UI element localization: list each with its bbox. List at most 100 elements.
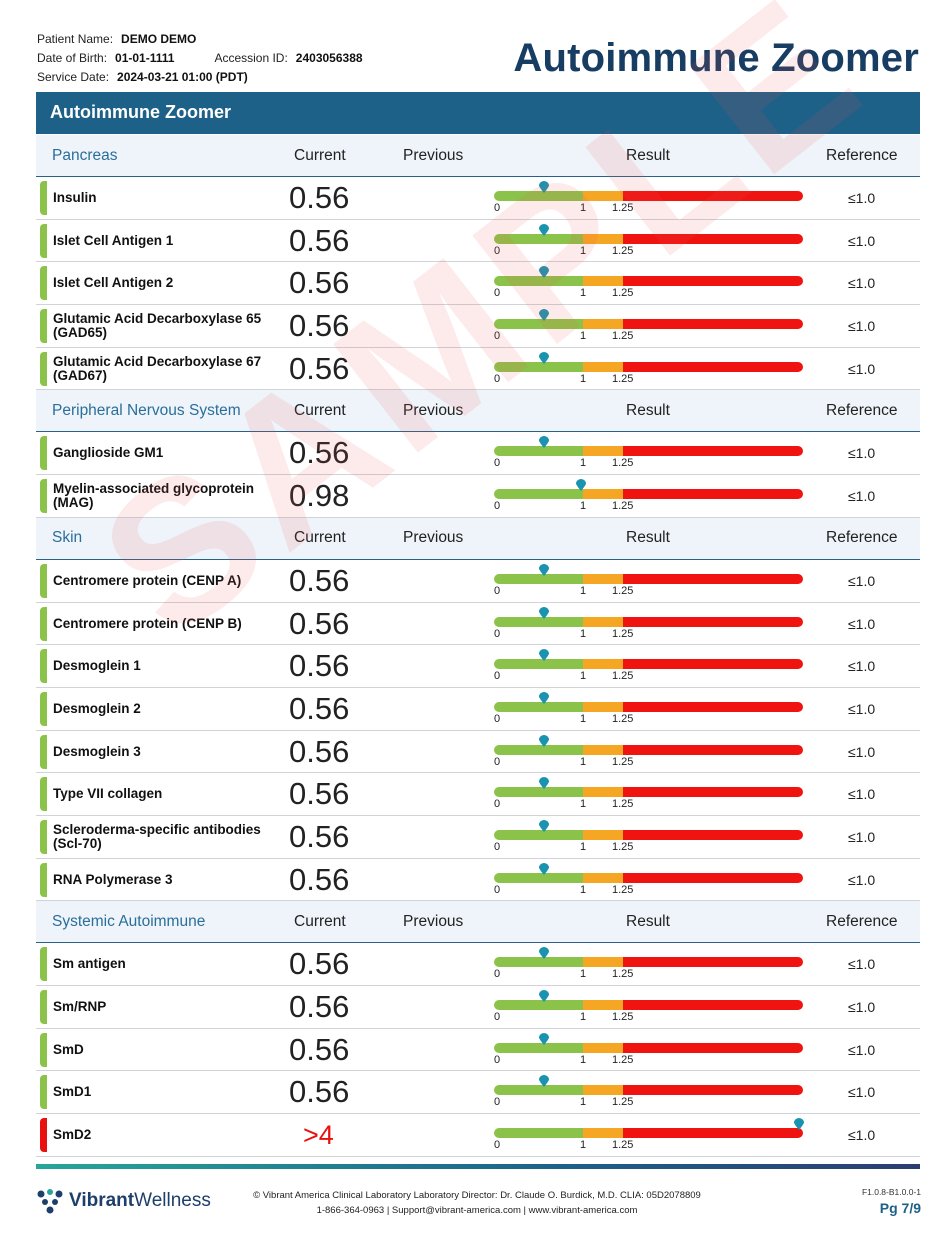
table-row: Desmoglein 3 0.56 0 1 1.25 ≤1.0	[36, 731, 920, 774]
scale-tick-1-25: 1.25	[612, 372, 634, 385]
scale-tick-1: 1	[580, 372, 587, 385]
high-range-segment	[623, 744, 803, 755]
test-name: Glutamic Acid Decarboxylase 65 (GAD65)	[53, 311, 262, 341]
scale-tick-1: 1	[580, 202, 587, 214]
test-name: Glutamic Acid Decarboxylase 67 (GAD67)	[53, 353, 262, 383]
result-marker-icon	[538, 1074, 549, 1088]
borderline-range-segment	[583, 489, 623, 500]
scale-tick-0: 0	[494, 287, 501, 300]
normal-range-segment	[494, 872, 583, 883]
status-indicator	[40, 862, 47, 897]
scale-tick-0: 0	[494, 244, 501, 257]
result-bar: 0 1 1.25	[494, 181, 804, 214]
brand-light: Wellness	[134, 1190, 211, 1211]
reference-value: ≤1.0	[848, 786, 876, 803]
normal-range-segment	[494, 1042, 583, 1053]
normal-range-segment	[494, 744, 583, 755]
footer-contact: © Vibrant America Clinical Laboratory La…	[237, 1188, 717, 1218]
normal-range-segment	[494, 616, 583, 627]
scale-tick-1: 1	[580, 670, 587, 683]
test-name: Myelin-associated glycoprotein (MAG)	[53, 481, 255, 511]
test-name: Scleroderma-specific antibodies (Scl-70)	[53, 821, 261, 851]
reference-value: ≤1.0	[848, 360, 876, 377]
scale-tick-0: 0	[494, 1053, 501, 1066]
result-marker-icon	[794, 1117, 804, 1131]
column-previous: Previous	[403, 401, 464, 419]
borderline-range-segment	[583, 233, 623, 244]
high-range-segment	[623, 829, 803, 840]
result-marker-icon	[538, 648, 549, 662]
scale-tick-1-25: 1.25	[612, 1053, 634, 1066]
scale-tick-1: 1	[580, 968, 587, 981]
section-name: Systemic Autoimmune	[52, 912, 206, 930]
scale-tick-0: 0	[494, 330, 501, 343]
high-range-segment	[623, 957, 803, 968]
current-value: 0.98	[289, 478, 350, 514]
section-name: Skin	[52, 529, 83, 547]
section-header: Skin Current Previous Result Reference	[36, 517, 920, 560]
result-bar: 0 1 1.25	[494, 606, 804, 640]
scale-tick-1-25: 1.25	[612, 840, 634, 853]
result-bar: 0 1 1.25	[494, 819, 804, 853]
reference-value: ≤1.0	[848, 999, 876, 1015]
current-value: 0.56	[289, 562, 350, 598]
dob-value: 01-01-1111	[115, 51, 175, 65]
result-bar: 0 1 1.25	[494, 351, 804, 385]
vibrant-wellness-logo: VibrantWellness	[37, 1188, 211, 1214]
table-row: SmD2 >4 0 1 1.25 ≤1.0	[36, 1114, 920, 1157]
scale-tick-1-25: 1.25	[612, 1139, 634, 1152]
scale-tick-1: 1	[580, 840, 587, 853]
status-indicator	[40, 1075, 47, 1110]
table-row: Insulin 0.56 0 1 1.25 ≤1.0	[36, 177, 920, 220]
test-name: Sm/RNP	[53, 999, 107, 1014]
scale-tick-0: 0	[494, 584, 501, 597]
high-range-segment	[623, 446, 803, 457]
table-row: Islet Cell Antigen 1 0.56 0 1 1.25 ≤1.0	[36, 220, 920, 263]
scale-tick-1: 1	[580, 798, 587, 811]
current-value: 0.56	[289, 435, 350, 471]
current-value: 0.56	[289, 648, 350, 684]
reference-value: ≤1.0	[848, 700, 876, 717]
result-marker-icon	[538, 946, 549, 960]
normal-range-segment	[494, 829, 583, 840]
test-name: SmD2	[53, 1127, 92, 1143]
accession-value: 2403056388	[295, 51, 363, 65]
test-name: Desmoglein 3	[53, 743, 141, 759]
scale-tick-1-25: 1.25	[612, 1011, 634, 1023]
normal-range-segment	[494, 1128, 583, 1139]
column-reference: Reference	[826, 529, 898, 547]
borderline-range-segment	[583, 1000, 623, 1010]
current-value: 0.56	[289, 180, 350, 215]
result-bar: 0 1 1.25	[494, 1075, 804, 1108]
status-indicator	[40, 819, 47, 854]
scale-tick-1-25: 1.25	[612, 755, 634, 768]
normal-range-segment	[494, 319, 583, 330]
status-indicator	[40, 479, 47, 514]
normal-range-segment	[494, 489, 583, 500]
borderline-range-segment	[583, 191, 623, 201]
section-name: Peripheral Nervous System	[52, 401, 241, 419]
current-value: 0.56	[289, 733, 350, 769]
current-value: 0.56	[289, 1031, 350, 1067]
status-indicator	[40, 351, 47, 386]
reference-value: ≤1.0	[848, 275, 876, 292]
table-row: Ganglioside GM1 0.56 0 1 1.25 ≤1.0	[36, 432, 920, 476]
reference-value: ≤1.0	[848, 572, 876, 589]
test-name: SmD	[53, 1041, 84, 1057]
result-marker-icon	[538, 606, 549, 619]
result-bar: 0 1 1.25	[494, 223, 804, 257]
status-indicator	[40, 1032, 47, 1067]
table-row: Centromere protein (CENP B) 0.56 0 1 1.25 ≤1.…	[36, 603, 920, 646]
high-range-segment	[623, 573, 803, 584]
table-row: Sm antigen 0.56 0 1 1.25 ≤1.0	[36, 943, 920, 986]
scale-tick-1: 1	[580, 1096, 587, 1109]
column-current: Current	[294, 912, 346, 930]
table-row: Glutamic Acid Decarboxylase 65 (GAD65) 0.…	[36, 305, 920, 348]
result-bar: 0 1 1.25	[494, 266, 804, 299]
scale-tick-0: 0	[494, 500, 501, 513]
brand-bold: Vibrant	[69, 1190, 135, 1211]
test-name: Insulin	[53, 190, 97, 205]
scale-tick-1-25: 1.25	[612, 1096, 634, 1109]
scale-tick-1-25: 1.25	[612, 670, 634, 683]
column-previous: Previous	[403, 529, 464, 547]
